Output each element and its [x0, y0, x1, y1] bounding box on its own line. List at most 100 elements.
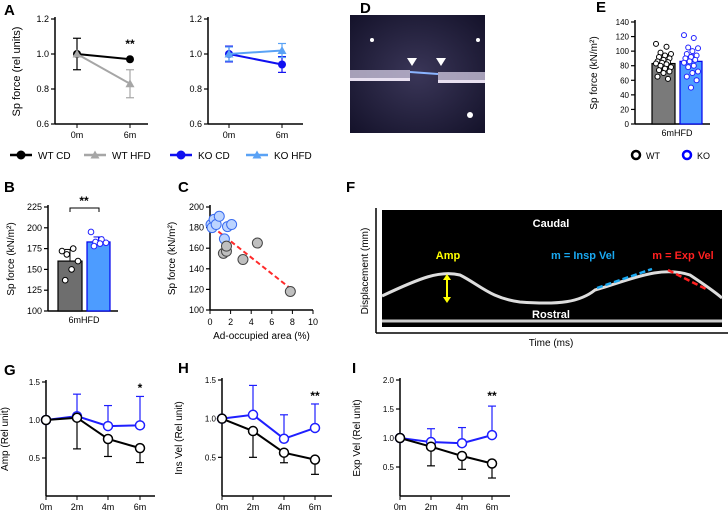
- series-line: [399, 434, 493, 445]
- series-line: [228, 53, 283, 66]
- series-line: [45, 415, 141, 428]
- open-circle-marker: [134, 442, 146, 454]
- series-wt-hfd: [72, 49, 135, 99]
- open-circle-marker: [247, 425, 259, 437]
- open-circle-marker: [278, 433, 290, 445]
- data-point: [689, 48, 696, 55]
- significance-asterisks: **: [310, 389, 320, 403]
- y-tick-label: 140: [616, 18, 630, 27]
- data-point: [685, 64, 692, 71]
- chart-A_left: 0.6 0.8 1.0 1.2 Sp force (rel units) 0m 6m **: [11, 14, 148, 140]
- y-axis-label: Exp Vel (Rel unit): [352, 399, 363, 476]
- data-point: [686, 58, 693, 65]
- y-tick-label: 225: [27, 202, 42, 212]
- panel-letter-g: G: [4, 362, 16, 379]
- data-point: [690, 62, 697, 69]
- y-tick-label: 1.5: [383, 405, 395, 414]
- series-line: [228, 49, 283, 55]
- data-point: [74, 257, 82, 265]
- amp-arrow-head-up: [443, 274, 451, 280]
- data-point: [692, 56, 699, 63]
- data-point: [693, 77, 700, 84]
- x-tick-label: 0m: [216, 502, 229, 511]
- x-tick-label: 4m: [278, 502, 291, 511]
- data-point-wt: [284, 285, 296, 297]
- diaphragm-strip: [409, 71, 439, 75]
- f-x-label: Time (ms): [529, 338, 574, 349]
- data-point: [695, 45, 701, 52]
- amp-arrow-head-down: [443, 297, 451, 303]
- data-point-ko: [213, 210, 225, 222]
- y-tick-label: 0.5: [205, 453, 217, 462]
- bar-ko: [86, 228, 111, 312]
- y-axis-label: Sp force (kN/m²): [589, 36, 600, 109]
- y-tick-label: 200: [189, 202, 204, 212]
- y-tick-label: 1.0: [383, 434, 395, 443]
- bar: [86, 241, 111, 312]
- data-point: [87, 228, 95, 236]
- x-tick-label: 4m: [456, 502, 469, 511]
- caudal-label: Caudal: [533, 218, 570, 230]
- x-tick-label: 0m: [394, 502, 407, 511]
- panel-letter-b: B: [4, 179, 15, 196]
- circle-marker: [16, 150, 26, 160]
- chart-E: 0 20 40 60 80 100 120 140 Sp force (kN/m²) 6mHFD W…: [589, 18, 710, 161]
- data-point: [656, 67, 662, 74]
- y-tick-label: 0.5: [383, 463, 395, 472]
- y-tick-label: 120: [189, 284, 204, 294]
- open-circle-marker: [71, 412, 83, 423]
- chart-H: 0.5 1.0 1.5 Ins Vel (Rel unit) 0m 2m 4m 6m **: [174, 376, 332, 511]
- amp-label: Amp: [436, 250, 461, 262]
- triangle-marker: [125, 79, 135, 88]
- chart-B: 100 125 150 175 200 225 Sp force (kN/m²) 6mHFD *…: [6, 194, 118, 325]
- open-circle-marker: [456, 450, 468, 462]
- y-tick-label: 180: [189, 223, 204, 233]
- x-tick-label: 2m: [425, 502, 438, 511]
- y-axis-label: Sp force (rel units): [11, 27, 23, 117]
- panel-letter-f: F: [346, 179, 355, 196]
- open-circle-marker: [102, 433, 114, 445]
- data-point: [681, 59, 687, 66]
- ultrasound-background: [382, 210, 722, 327]
- data-point: [96, 240, 104, 247]
- open-circle-marker: [394, 432, 406, 444]
- data-point-wt: [237, 254, 249, 266]
- triangle-marker: [90, 150, 100, 159]
- open-circle-marker: [134, 420, 146, 431]
- diaphragm-trace: [381, 270, 723, 305]
- open-circle-marker: [456, 437, 468, 449]
- x-tick-label: 6m: [309, 502, 322, 511]
- data-point: [665, 75, 671, 82]
- chart-I: 0.5 1.0 1.5 2.0 Exp Vel (Rel unit) 0m 2m 4m 6m **: [352, 376, 510, 511]
- legend-label: WT: [646, 151, 660, 161]
- arrowhead-marker-right: [436, 58, 446, 66]
- y-axis-label: Amp (Rel unit): [0, 407, 11, 471]
- y-tick-label: 0.8: [189, 84, 202, 94]
- significance-asterisks: *: [138, 381, 143, 395]
- data-point: [695, 68, 701, 75]
- x-tick-label: 0: [207, 317, 212, 327]
- legend-label: KO HFD: [274, 151, 312, 162]
- data-point: [58, 247, 66, 255]
- open-circle-marker: [216, 413, 228, 424]
- series-ko: [40, 393, 146, 432]
- y-tick-label: 175: [27, 244, 42, 254]
- data-point-wt: [251, 237, 263, 249]
- series-wt: [394, 432, 498, 479]
- panel-letter-a: A: [4, 2, 15, 19]
- insp-vel-slope: [596, 267, 653, 290]
- data-point: [663, 43, 670, 50]
- y-tick-label: 100: [27, 306, 42, 316]
- data-point: [69, 245, 77, 252]
- legend-label: WT HFD: [112, 151, 151, 162]
- y-tick-label: 0.8: [36, 84, 49, 94]
- significance-bracket: [69, 207, 100, 212]
- data-point: [685, 44, 692, 51]
- series-line: [221, 413, 316, 440]
- chart-A_right: 0.6 0.8 1.0 1.2 0m 6m: [189, 14, 303, 140]
- y-tick-label: 100: [616, 47, 630, 56]
- panel-letter-c: C: [178, 179, 189, 196]
- open-circle-marker: [102, 420, 114, 432]
- open-circle-marker: [40, 414, 52, 426]
- y-axis-label: Sp force (kN/m²): [6, 222, 17, 295]
